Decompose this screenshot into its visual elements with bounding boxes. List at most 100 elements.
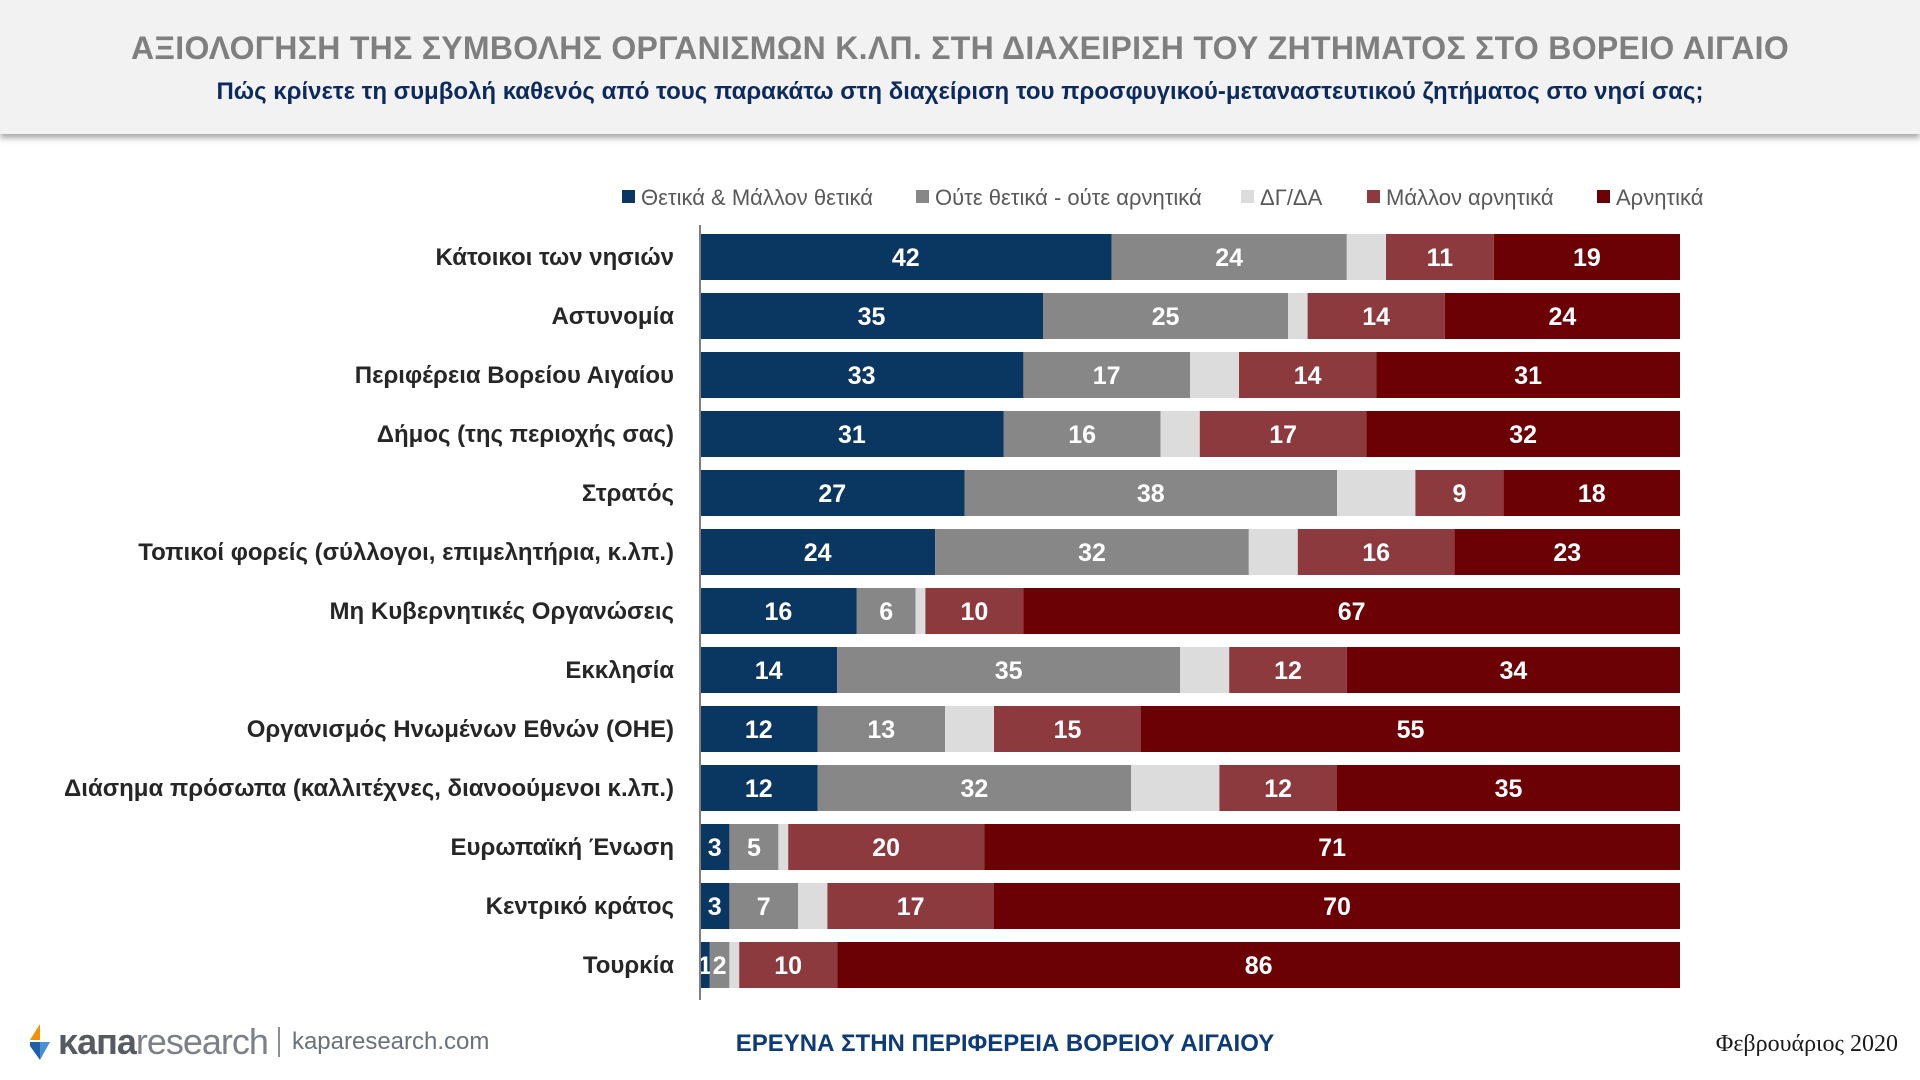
bar-5-1	[935, 529, 1249, 575]
category-label-11: Κεντρικό κράτος	[486, 893, 674, 920]
bar-value-12-1: 2	[713, 952, 727, 980]
bar-value-11-3: 17	[897, 893, 925, 921]
bar-value-11-0: 3	[708, 893, 722, 921]
bar-value-9-0: 12	[745, 775, 773, 803]
category-label-10: Ευρωπαϊκή Ένωση	[451, 834, 674, 861]
bar-8-2	[945, 706, 994, 752]
bar-12-1	[709, 942, 730, 988]
bar-value-0-0: 42	[892, 244, 920, 272]
category-label-12: Τουρκία	[583, 952, 674, 979]
brand-logo: κапа research kaparesearch.com	[26, 1021, 490, 1062]
bar-6-2	[915, 588, 926, 634]
bar-0-1	[1111, 234, 1347, 280]
brand-name-bold: κапа	[58, 1021, 137, 1062]
category-label-3: Δήμος (της περιοχής σας)	[377, 421, 674, 448]
legend-swatch-4	[1597, 190, 1610, 203]
bar-value-11-4: 70	[1323, 893, 1351, 921]
bar-value-1-4: 24	[1548, 303, 1576, 331]
bar-value-1-1: 25	[1152, 303, 1180, 331]
bar-value-6-1: 6	[879, 598, 893, 626]
bar-6-0	[700, 588, 857, 634]
bar-value-8-4: 55	[1397, 716, 1425, 744]
bar-12-4	[837, 942, 1680, 988]
bar-0-0	[700, 234, 1112, 280]
bar-11-2	[798, 883, 828, 929]
bar-9-2	[1131, 765, 1220, 811]
bar-value-3-4: 32	[1509, 421, 1537, 449]
bar-value-7-0: 14	[755, 657, 783, 685]
bar-value-5-3: 16	[1362, 539, 1390, 567]
survey-date: Φεβρουάριος 2020	[1715, 1031, 1898, 1057]
bar-6-4	[1023, 588, 1680, 634]
bar-12-2	[729, 942, 740, 988]
bar-4-1	[964, 470, 1337, 516]
legend-swatch-1	[916, 190, 929, 203]
legend-swatch-2	[1241, 190, 1254, 203]
bar-2-3	[1239, 352, 1377, 398]
bar-value-1-3: 14	[1362, 303, 1390, 331]
bar-7-0	[700, 647, 838, 693]
bar-value-12-3: 10	[774, 952, 802, 980]
bar-8-0	[700, 706, 818, 752]
bar-10-2	[778, 824, 789, 870]
bar-value-9-1: 32	[960, 775, 988, 803]
bar-5-0	[700, 529, 936, 575]
legend-label-3: Μάλλον αρνητικά	[1386, 185, 1554, 210]
bar-9-3	[1219, 765, 1337, 811]
bar-4-4	[1503, 470, 1680, 516]
bar-value-6-4: 67	[1338, 598, 1366, 626]
bar-2-4	[1376, 352, 1680, 398]
bar-value-10-3: 20	[872, 834, 900, 862]
bar-value-2-3: 14	[1294, 362, 1322, 390]
bar-1-3	[1307, 293, 1445, 339]
bar-value-4-3: 9	[1453, 480, 1467, 508]
bar-2-2	[1190, 352, 1239, 398]
stacked-bar-chart: Θετικά & Μάλλον θετικά Ούτε θετικά - ούτε…	[64, 185, 1704, 1000]
category-label-7: Εκκλησία	[565, 657, 674, 684]
brand-url: kaparesearch.com	[291, 1028, 490, 1055]
bar-10-0	[700, 824, 730, 870]
bar-5-4	[1454, 529, 1680, 575]
bar-8-4	[1141, 706, 1680, 752]
legend-label-1: Ούτε θετικά - ούτε αρνητικά	[935, 185, 1202, 210]
bar-value-8-3: 15	[1054, 716, 1082, 744]
bar-6-3	[925, 588, 1024, 634]
category-label-9: Διάσημα πρόσωπα (καλλιτέχνες, διανοούμεν…	[64, 775, 674, 802]
bar-5-2	[1248, 529, 1298, 575]
bar-value-0-4: 19	[1573, 244, 1601, 272]
page-title: ΑΞΙΟΛΟΓΗΣΗ ΤΗΣ ΣΥΜΒΟΛΗΣ ΟΡΓΑΝΙΣΜΩΝ Κ.ΛΠ.…	[130, 30, 1790, 66]
bar-3-1	[1003, 411, 1161, 457]
legend-label-2: ΔΓ/ΔΑ	[1260, 185, 1323, 210]
bar-1-2	[1288, 293, 1308, 339]
bar-3-0	[700, 411, 1004, 457]
bar-value-7-4: 34	[1499, 657, 1527, 685]
bar-4-3	[1415, 470, 1504, 516]
bar-9-1	[817, 765, 1132, 811]
bar-value-10-4: 71	[1318, 834, 1346, 862]
bar-value-10-1: 5	[747, 834, 761, 862]
bar-7-3	[1229, 647, 1347, 693]
bar-10-1	[729, 824, 779, 870]
category-label-1: Αστυνομία	[551, 303, 674, 330]
category-label-6: Μη Κυβερνητικές Οργανώσεις	[330, 598, 674, 625]
legend-label-0: Θετικά & Μάλλον θετικά	[641, 185, 873, 210]
kapa-logo-icon	[30, 1024, 50, 1060]
bar-value-8-1: 13	[867, 716, 895, 744]
bar-11-3	[827, 883, 994, 929]
category-label-2: Περιφέρεια Βορείου Αιγαίου	[355, 362, 674, 389]
bar-0-3	[1386, 234, 1494, 280]
bar-value-8-0: 12	[745, 716, 773, 744]
bar-value-0-1: 24	[1215, 244, 1243, 272]
bar-value-4-0: 27	[818, 480, 846, 508]
bar-11-1	[729, 883, 798, 929]
bar-value-9-4: 35	[1495, 775, 1523, 803]
bar-0-2	[1346, 234, 1386, 280]
bar-value-10-0: 3	[708, 834, 722, 862]
bar-0-4	[1493, 234, 1680, 280]
bar-12-0	[700, 942, 710, 988]
bar-1-1	[1043, 293, 1288, 339]
bar-3-4	[1366, 411, 1680, 457]
legend-label-4: Αρνητικά	[1616, 185, 1704, 210]
bar-11-4	[994, 883, 1680, 929]
legend-swatch-0	[622, 190, 635, 203]
